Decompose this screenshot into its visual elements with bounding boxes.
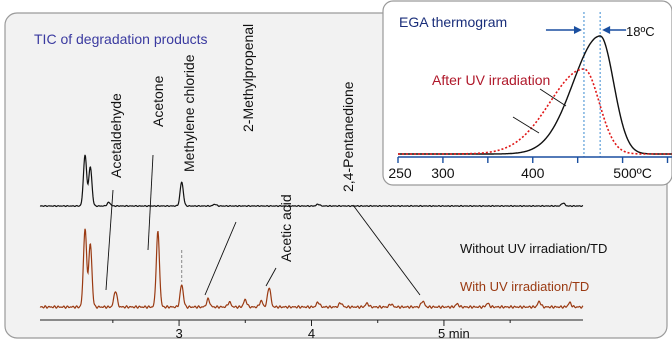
peak-label: Acetone <box>150 75 166 127</box>
ega-plot: 250 300 400 500ºC <box>388 12 672 181</box>
peak-leader-line <box>105 189 114 291</box>
tic-x-tick-label: 4 <box>308 326 315 341</box>
peak-label: 2,4-Pentanedione <box>340 81 356 192</box>
tic-plot: 3 4 5 min Acetaldehyde Acetone Methylene chlo… <box>39 24 584 341</box>
ega-x-tick-label: 500ºC <box>613 165 652 181</box>
peak-leader-line <box>352 204 421 296</box>
tic-x-tick-label: 5 min <box>438 326 470 341</box>
tic-series-with-uv <box>39 228 584 310</box>
ega-uv-leader <box>539 88 567 107</box>
tic-series-without-uv <box>39 154 584 208</box>
ega-shift-label: 18ºC <box>626 24 655 39</box>
ega-uv-label: After UV irradiation <box>432 72 550 88</box>
ega-inset-panel <box>382 0 672 186</box>
peak-leader-line <box>204 221 237 296</box>
peak-label: 2-Methylpropenal <box>240 24 256 132</box>
ega-curve-after-uv <box>398 68 672 155</box>
peak-leader-line <box>147 154 154 251</box>
ega-title: EGA thermogram <box>399 14 507 30</box>
peak-label: Acetic acid <box>278 194 294 262</box>
ega-shift-arrowhead-left <box>573 26 582 34</box>
peak-leader-line <box>265 267 277 287</box>
tic-x-tick-label: 3 <box>175 326 182 341</box>
label-with-uv: With UV irradiation/TD <box>460 279 589 294</box>
peak-label: Methylene chloride <box>181 54 197 172</box>
tic-title: TIC of degradation products <box>34 31 208 47</box>
ega-black-leader <box>512 116 540 134</box>
ega-x-tick-label: 300 <box>431 165 455 181</box>
ega-x-tick-label: 400 <box>521 165 545 181</box>
label-without-uv: Without UV irradiation/TD <box>460 241 607 256</box>
ega-x-tick-label: 250 <box>388 165 412 181</box>
ega-shift-arrowhead-right <box>602 26 611 34</box>
peak-label: Acetaldehyde <box>108 93 124 178</box>
